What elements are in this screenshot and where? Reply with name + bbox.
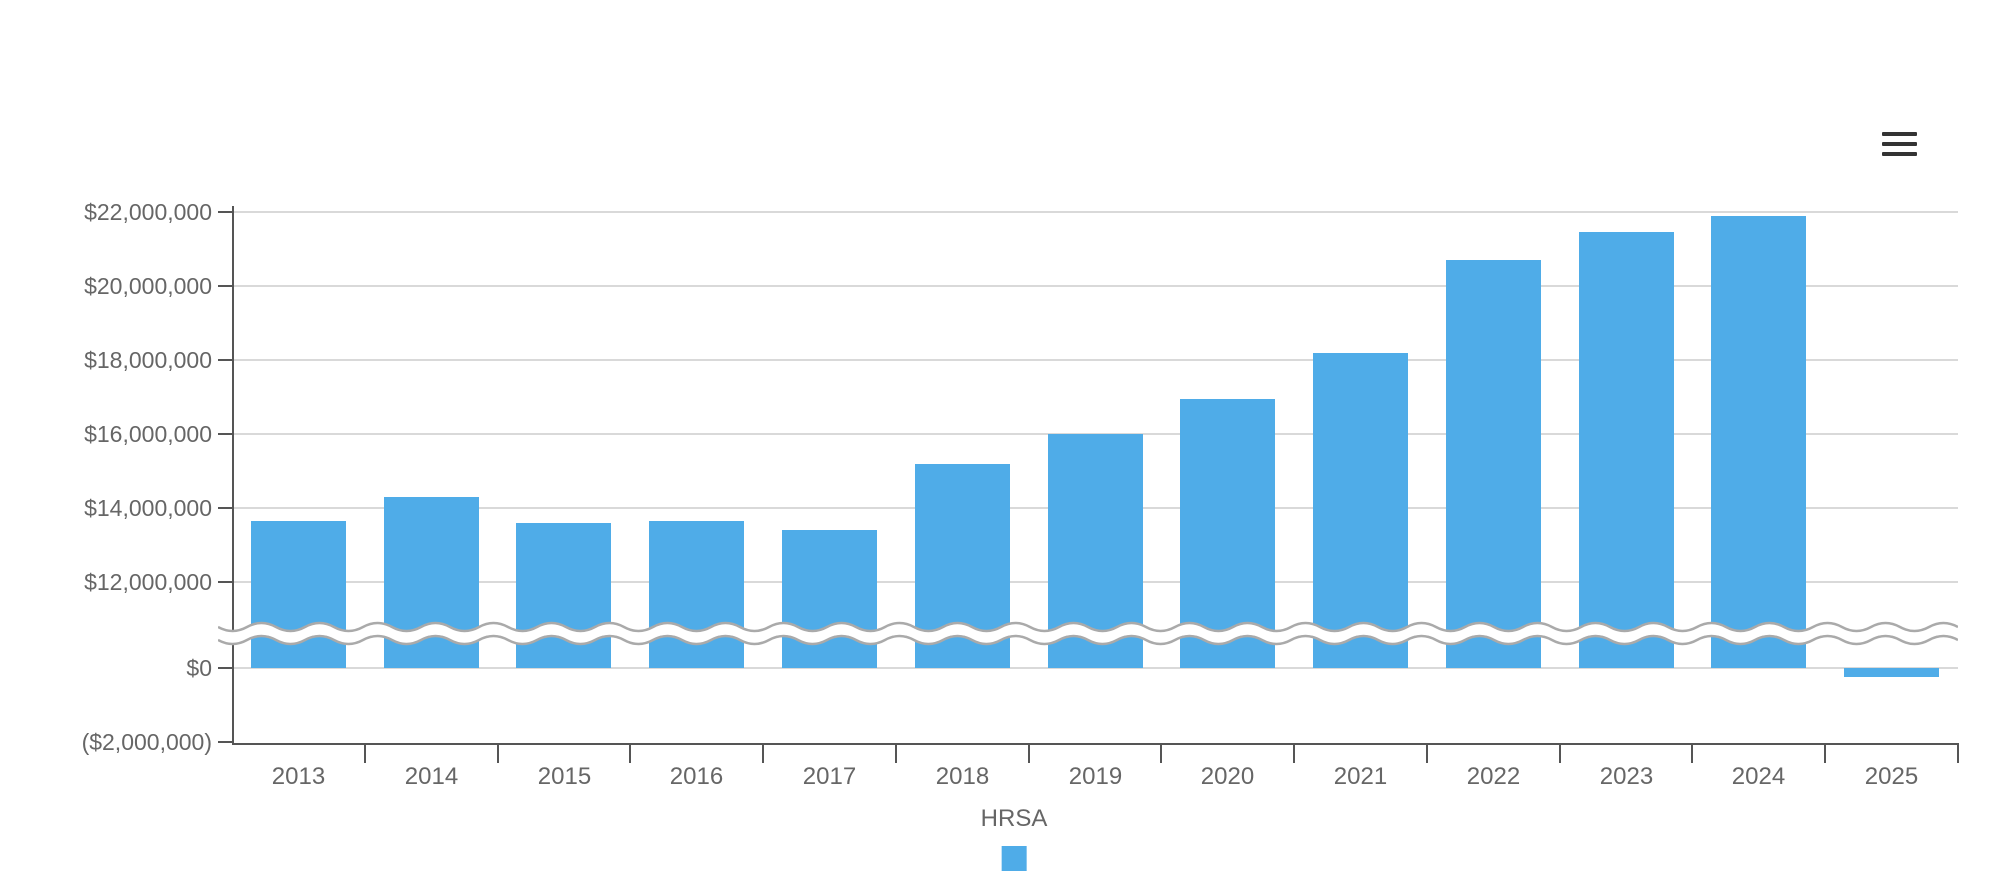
- x-axis-label-2015: 2015: [537, 763, 592, 790]
- gridline: [232, 211, 1958, 213]
- hamburger-menu-icon: [1882, 152, 1917, 156]
- y-axis-label: $16,000,000: [84, 421, 212, 447]
- hamburger-menu-icon: [1882, 132, 1917, 136]
- x-axis-tick: [895, 743, 897, 763]
- gridline: [232, 285, 1958, 287]
- x-axis-tick: [1559, 743, 1561, 763]
- y-axis-label: $22,000,000: [84, 199, 212, 225]
- x-axis-tick: [1160, 743, 1162, 763]
- y-axis-tick: [218, 667, 232, 669]
- x-axis-tick: [1293, 743, 1295, 763]
- gridline: [232, 667, 1958, 669]
- x-axis-tick: [1691, 743, 1693, 763]
- bar-2022[interactable]: [1446, 260, 1541, 668]
- x-axis-label-2020: 2020: [1200, 763, 1255, 790]
- bar-2017[interactable]: [782, 530, 877, 668]
- y-axis-tick: [218, 507, 232, 509]
- chart-context-menu-button[interactable]: [1876, 124, 1924, 164]
- y-axis-label: ($2,000,000): [81, 729, 212, 755]
- y-axis-tick: [218, 285, 232, 287]
- y-axis-line: [232, 206, 234, 745]
- bar-2023[interactable]: [1579, 232, 1674, 668]
- x-axis-label-2016: 2016: [669, 763, 724, 790]
- x-axis-label-2018: 2018: [935, 763, 990, 790]
- x-axis-tick: [762, 743, 764, 763]
- legend-marker-swatch[interactable]: [1001, 846, 1027, 871]
- y-axis-tick: [218, 581, 232, 583]
- x-axis-label-2019: 2019: [1068, 763, 1123, 790]
- y-axis-tick: [218, 211, 232, 213]
- x-axis-tick: [629, 743, 631, 763]
- y-axis-label: $20,000,000: [84, 273, 212, 299]
- bar-2021[interactable]: [1313, 353, 1408, 668]
- x-axis-tick: [1028, 743, 1030, 763]
- y-axis-tick: [218, 741, 232, 743]
- y-axis-label: $14,000,000: [84, 495, 212, 521]
- y-axis-break-squiggle: [218, 621, 1958, 646]
- x-axis-tick: [1426, 743, 1428, 763]
- bar-2015[interactable]: [516, 523, 611, 668]
- x-axis-label-2013: 2013: [271, 763, 326, 790]
- legend-label[interactable]: HRSA: [980, 805, 1048, 832]
- x-axis-label-2022: 2022: [1466, 763, 1521, 790]
- x-axis-label-2024: 2024: [1731, 763, 1786, 790]
- bar-2025[interactable]: [1844, 668, 1939, 677]
- x-axis-tick: [364, 743, 366, 763]
- bar-2024[interactable]: [1711, 216, 1806, 668]
- hamburger-menu-icon: [1882, 142, 1917, 146]
- y-axis-label: $12,000,000: [84, 569, 212, 595]
- y-axis-tick: [218, 433, 232, 435]
- y-axis-label: $18,000,000: [84, 347, 212, 373]
- x-axis-label-2021: 2021: [1333, 763, 1388, 790]
- x-axis-label-2023: 2023: [1599, 763, 1654, 790]
- x-axis-label-2014: 2014: [404, 763, 459, 790]
- x-axis-line: [232, 743, 1958, 745]
- x-axis-label-2017: 2017: [802, 763, 857, 790]
- legend-item-hrsa[interactable]: HRSA: [980, 805, 1048, 871]
- y-axis-tick: [218, 359, 232, 361]
- gridline: [232, 359, 1958, 361]
- x-axis-tick: [497, 743, 499, 763]
- x-axis-tick: [1824, 743, 1826, 763]
- y-axis-label: $0: [186, 655, 212, 681]
- x-axis-tick: [1957, 743, 1959, 763]
- x-axis-label-2025: 2025: [1864, 763, 1919, 790]
